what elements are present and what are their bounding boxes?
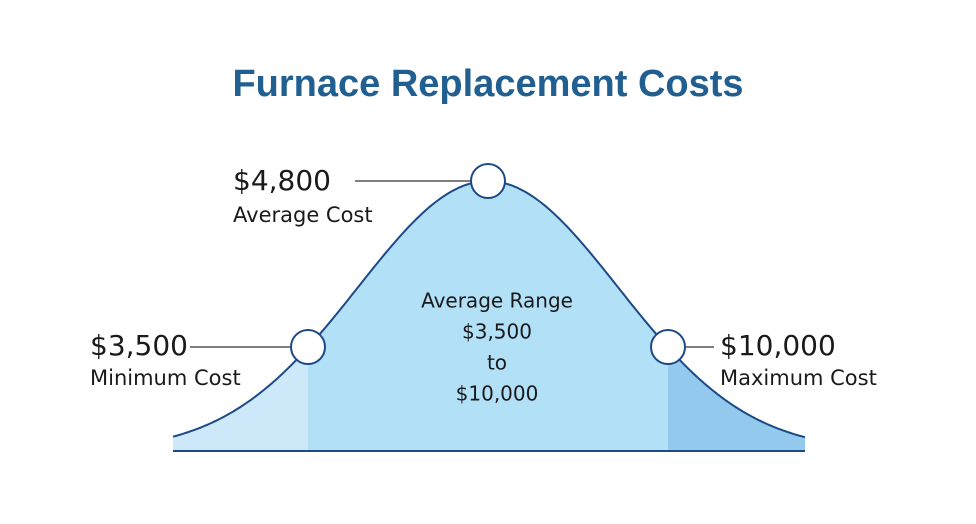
- minimum-label: Minimum Cost: [90, 366, 241, 390]
- maximum-marker: [650, 329, 686, 365]
- range-text: Average Range: [421, 289, 573, 313]
- maximum-label: Maximum Cost: [720, 366, 877, 390]
- title: Furnace Replacement Costs: [232, 63, 743, 105]
- average-value: $4,800: [233, 164, 331, 197]
- minimum-marker: [290, 329, 326, 365]
- range-text: to: [487, 351, 507, 375]
- range-region: [308, 181, 668, 451]
- range-text: $10,000: [456, 382, 539, 406]
- maximum-value: $10,000: [720, 329, 836, 362]
- average-marker: [470, 163, 506, 199]
- high-region: [668, 347, 805, 451]
- range-text: $3,500: [462, 320, 532, 344]
- average-label: Average Cost: [233, 203, 373, 227]
- minimum-value: $3,500: [90, 329, 188, 362]
